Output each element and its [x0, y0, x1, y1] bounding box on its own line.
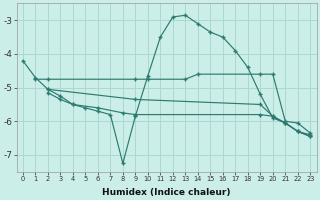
X-axis label: Humidex (Indice chaleur): Humidex (Indice chaleur) [102, 188, 231, 197]
